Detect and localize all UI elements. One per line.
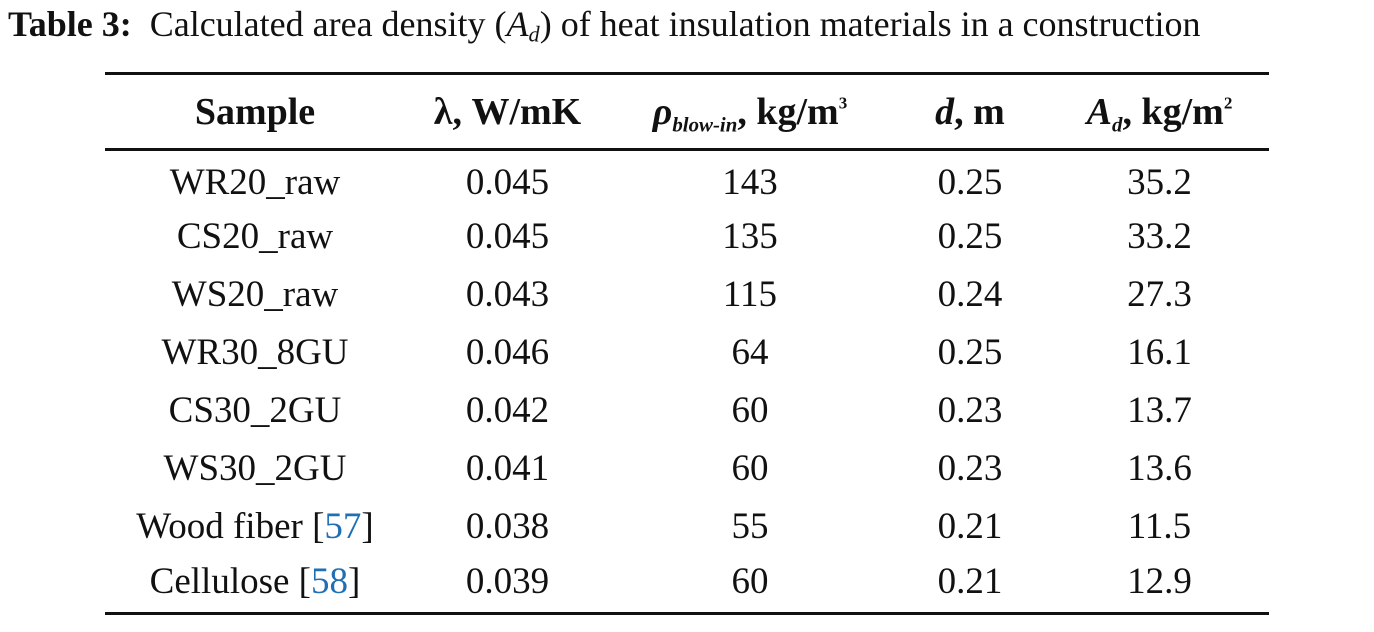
caption-text-after: ) of heat insulation materials in a cons… bbox=[539, 4, 1201, 44]
header-thickness: d, m bbox=[890, 72, 1050, 151]
header-area-unit: , kg/m bbox=[1122, 90, 1224, 133]
sample-name: CS20_raw bbox=[176, 216, 334, 257]
cell-area-density: 13.7 bbox=[1127, 390, 1192, 431]
table-body: WR20_raw 0.045 143 0.25 35.2 CS20_raw 0.045 135… bbox=[105, 150, 1269, 615]
cell-thickness: 0.21 bbox=[937, 506, 1003, 547]
cell-lambda: 0.041 bbox=[465, 448, 550, 489]
cell-thickness: 0.23 bbox=[937, 448, 1003, 489]
header-lambda: λ, W/mK bbox=[405, 72, 610, 151]
table-row: WR30_8GU 0.046 64 0.25 16.1 bbox=[105, 324, 1269, 382]
caption-label: Table 3: bbox=[8, 4, 132, 44]
sample-name: WS30_2GU bbox=[163, 448, 347, 489]
table-row: Wood fiber [57] 0.038 55 0.21 11.5 bbox=[105, 498, 1269, 556]
header-area-density: Ad, kg/m2 bbox=[1050, 72, 1269, 151]
cell-lambda: 0.042 bbox=[465, 390, 550, 431]
cell-rho: 55 bbox=[731, 506, 769, 547]
cell-lambda: 0.045 bbox=[465, 216, 550, 257]
caption-text-before: Calculated area density ( bbox=[149, 4, 507, 44]
cell-sample: Wood fiber [57] bbox=[136, 506, 374, 547]
cell-area-density: 35.2 bbox=[1127, 161, 1192, 203]
cell-sample: WR30_8GU bbox=[105, 324, 405, 382]
cell-area-density: 13.6 bbox=[1127, 448, 1192, 489]
cell-rho: 60 bbox=[610, 555, 890, 615]
cell-area-density: 16.1 bbox=[1127, 332, 1192, 373]
sample-name: WR30_8GU bbox=[161, 332, 349, 373]
cell-lambda: 0.043 bbox=[465, 274, 550, 315]
cell-sample: WS30_2GU bbox=[105, 440, 405, 498]
header-area-sub: d bbox=[1112, 111, 1123, 136]
cell-thickness: 0.23 bbox=[937, 390, 1003, 431]
cell-rho: 135 bbox=[722, 216, 778, 257]
cell-area-density: 27.3 bbox=[1127, 274, 1192, 315]
table-row: WR20_raw 0.045 143 0.25 35.2 bbox=[105, 150, 1269, 208]
cell-rho: 64 bbox=[731, 332, 769, 373]
caption-symbol: A bbox=[506, 4, 529, 44]
header-rho-sub: blow-in bbox=[672, 111, 738, 136]
sample-name: WR20_raw bbox=[169, 161, 341, 203]
cell-lambda: 0.039 bbox=[405, 555, 610, 615]
citation-link[interactable]: 57 bbox=[324, 506, 362, 547]
header-thickness-unit: , m bbox=[954, 90, 1005, 133]
citation-link[interactable]: 58 bbox=[311, 561, 348, 603]
table-row: WS30_2GU 0.041 60 0.23 13.6 bbox=[105, 440, 1269, 498]
table-row: CS20_raw 0.045 135 0.25 33.2 bbox=[105, 208, 1269, 266]
header-area-unit-exp: 2 bbox=[1223, 93, 1233, 113]
table-row: CS30_2GU 0.042 60 0.23 13.7 bbox=[105, 382, 1269, 440]
cell-lambda: 0.045 bbox=[465, 161, 550, 203]
header-rho-symbol: ρ bbox=[652, 90, 673, 133]
sample-name: Wood fiber bbox=[136, 506, 303, 547]
data-table: Sample λ, W/mK ρblow-in, kg/m3 d, m Ad, … bbox=[105, 72, 1269, 615]
sample-name: WS20_raw bbox=[171, 274, 339, 315]
cell-area-density: 33.2 bbox=[1127, 216, 1192, 257]
cell-thickness: 0.25 bbox=[937, 332, 1003, 373]
cell-thickness: 0.25 bbox=[937, 161, 1003, 203]
cell-sample: CS20_raw bbox=[105, 208, 405, 266]
header-area-symbol: A bbox=[1086, 90, 1112, 133]
table-row: WS20_raw 0.043 115 0.24 27.3 bbox=[105, 266, 1269, 324]
cell-rho: 60 bbox=[731, 448, 769, 489]
cell-sample: WS20_raw bbox=[105, 266, 405, 324]
cell-thickness: 0.24 bbox=[937, 274, 1003, 315]
cell-sample: CS30_2GU bbox=[105, 382, 405, 440]
cell-rho: 115 bbox=[722, 274, 778, 315]
header-row: Sample λ, W/mK ρblow-in, kg/m3 d, m Ad, … bbox=[105, 72, 1269, 151]
header-sample: Sample bbox=[105, 72, 405, 151]
header-rho: ρblow-in, kg/m3 bbox=[610, 72, 890, 151]
table-header: Sample λ, W/mK ρblow-in, kg/m3 d, m Ad, … bbox=[105, 72, 1269, 151]
cell-rho: 143 bbox=[722, 161, 778, 203]
table-caption: Table 3: Calculated area density (Ad) of… bbox=[8, 2, 1374, 46]
caption-symbol-sub: d bbox=[528, 21, 540, 47]
header-thickness-symbol: d bbox=[935, 90, 955, 133]
table-row: Cellulose [58] 0.039 60 0.21 12.9 bbox=[105, 555, 1269, 615]
cell-thickness: 0.21 bbox=[890, 555, 1050, 615]
cell-sample: Cellulose [58] bbox=[105, 555, 405, 615]
cell-rho: 60 bbox=[731, 390, 769, 431]
header-rho-unit: , kg/m bbox=[737, 90, 839, 133]
sample-name: CS30_2GU bbox=[168, 390, 342, 431]
cell-lambda: 0.046 bbox=[465, 332, 550, 373]
cell-sample: WR20_raw bbox=[105, 150, 405, 208]
cell-lambda: 0.038 bbox=[465, 506, 550, 547]
sample-name: Cellulose bbox=[149, 561, 290, 603]
cell-thickness: 0.25 bbox=[937, 216, 1003, 257]
cell-area-density: 11.5 bbox=[1127, 506, 1192, 547]
header-rho-unit-exp: 3 bbox=[838, 93, 848, 113]
cell-area-density: 12.9 bbox=[1050, 555, 1269, 615]
